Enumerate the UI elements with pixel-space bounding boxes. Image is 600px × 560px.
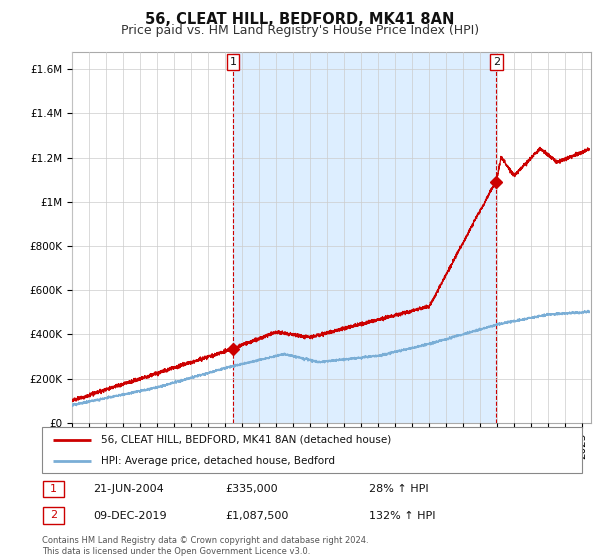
Text: £335,000: £335,000 — [225, 484, 278, 494]
Text: HPI: Average price, detached house, Bedford: HPI: Average price, detached house, Bedf… — [101, 456, 335, 466]
Text: 09-DEC-2019: 09-DEC-2019 — [93, 511, 167, 521]
Text: 28% ↑ HPI: 28% ↑ HPI — [369, 484, 428, 494]
Text: 2: 2 — [50, 511, 57, 520]
Text: 132% ↑ HPI: 132% ↑ HPI — [369, 511, 436, 521]
Text: 2: 2 — [493, 57, 500, 67]
Text: 56, CLEAT HILL, BEDFORD, MK41 8AN (detached house): 56, CLEAT HILL, BEDFORD, MK41 8AN (detac… — [101, 435, 392, 445]
Text: 21-JUN-2004: 21-JUN-2004 — [93, 484, 164, 494]
Text: Price paid vs. HM Land Registry's House Price Index (HPI): Price paid vs. HM Land Registry's House … — [121, 24, 479, 37]
Text: £1,087,500: £1,087,500 — [225, 511, 289, 521]
Text: Contains HM Land Registry data © Crown copyright and database right 2024.
This d: Contains HM Land Registry data © Crown c… — [42, 536, 368, 556]
Text: 56, CLEAT HILL, BEDFORD, MK41 8AN: 56, CLEAT HILL, BEDFORD, MK41 8AN — [145, 12, 455, 27]
Text: 1: 1 — [50, 484, 57, 494]
Bar — [233, 52, 496, 423]
Text: 1: 1 — [230, 57, 236, 67]
